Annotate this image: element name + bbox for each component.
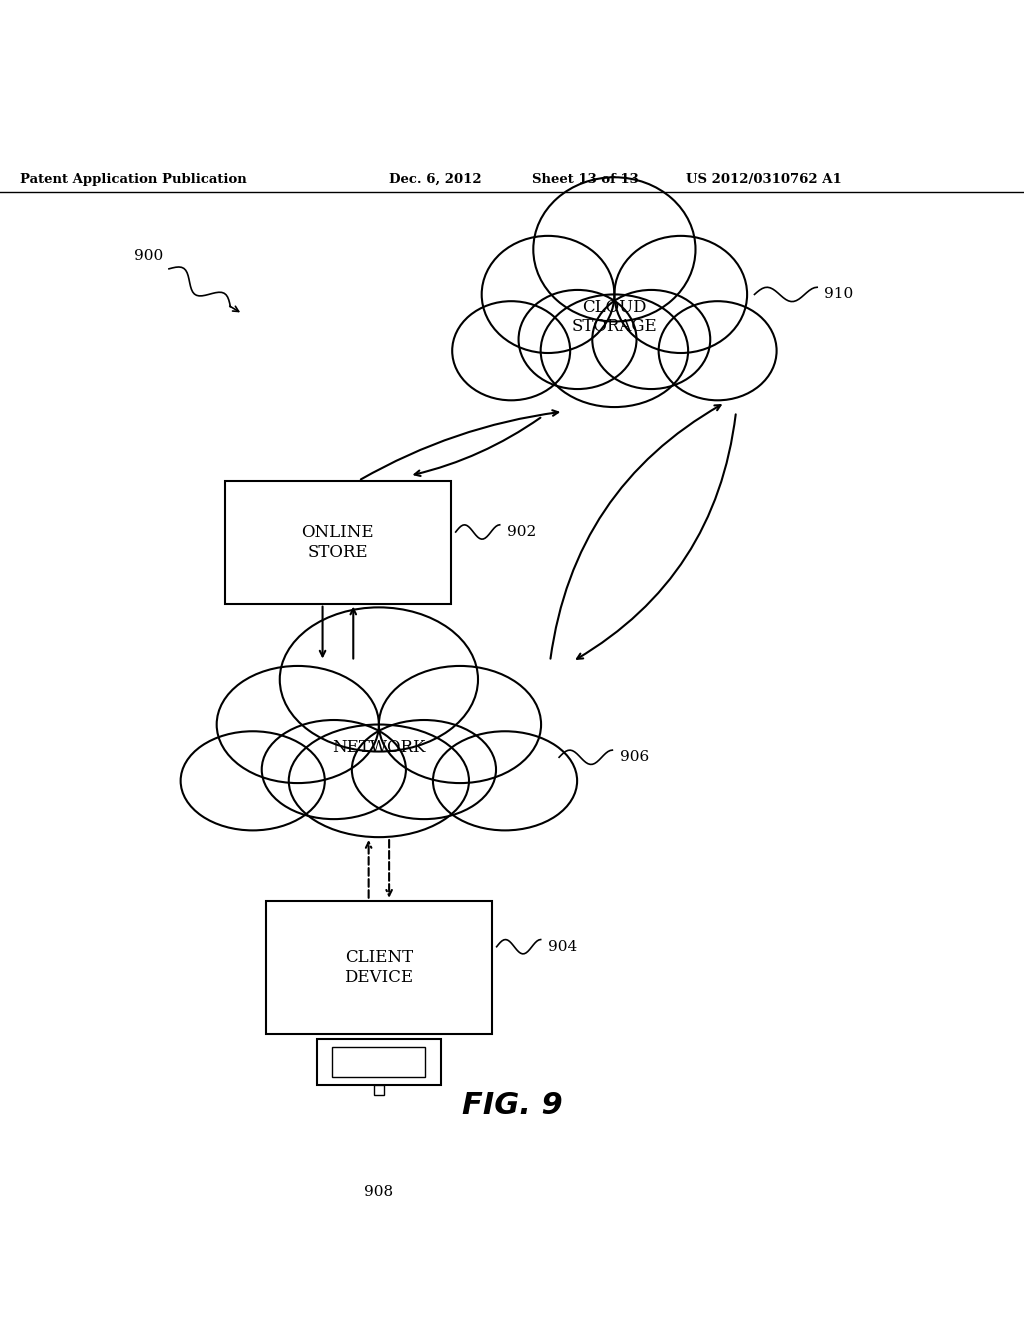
- Bar: [333, 1047, 425, 1077]
- Ellipse shape: [592, 290, 711, 389]
- Ellipse shape: [481, 236, 614, 352]
- Text: 910: 910: [824, 288, 854, 301]
- Ellipse shape: [453, 301, 570, 400]
- Ellipse shape: [518, 290, 637, 389]
- Text: 904: 904: [548, 940, 578, 954]
- Text: ONLINE
STORE: ONLINE STORE: [302, 524, 374, 561]
- Ellipse shape: [352, 719, 496, 820]
- Bar: [317, 1039, 440, 1085]
- Text: 906: 906: [620, 750, 649, 764]
- Text: CLOUD
STORAGE: CLOUD STORAGE: [571, 298, 657, 335]
- Text: FIG. 9: FIG. 9: [462, 1090, 562, 1119]
- Text: CLIENT
DEVICE: CLIENT DEVICE: [344, 949, 414, 986]
- Ellipse shape: [433, 731, 578, 830]
- Text: NETWORK: NETWORK: [332, 739, 426, 755]
- Ellipse shape: [614, 236, 748, 352]
- Text: Dec. 6, 2012: Dec. 6, 2012: [389, 173, 481, 186]
- Text: Patent Application Publication: Patent Application Publication: [20, 173, 247, 186]
- Text: 902: 902: [507, 525, 537, 539]
- Text: 908: 908: [365, 1185, 393, 1200]
- Ellipse shape: [379, 665, 541, 783]
- FancyBboxPatch shape: [225, 480, 451, 603]
- Text: 900: 900: [134, 248, 163, 263]
- Ellipse shape: [262, 719, 406, 820]
- Bar: [374, 1085, 384, 1094]
- FancyBboxPatch shape: [266, 900, 492, 1034]
- Ellipse shape: [289, 725, 469, 837]
- Text: Sheet 13 of 13: Sheet 13 of 13: [532, 173, 639, 186]
- Ellipse shape: [534, 177, 695, 322]
- Text: US 2012/0310762 A1: US 2012/0310762 A1: [686, 173, 842, 186]
- Ellipse shape: [180, 731, 325, 830]
- Ellipse shape: [217, 665, 379, 783]
- Ellipse shape: [541, 294, 688, 407]
- Ellipse shape: [658, 301, 776, 400]
- Ellipse shape: [280, 607, 478, 751]
